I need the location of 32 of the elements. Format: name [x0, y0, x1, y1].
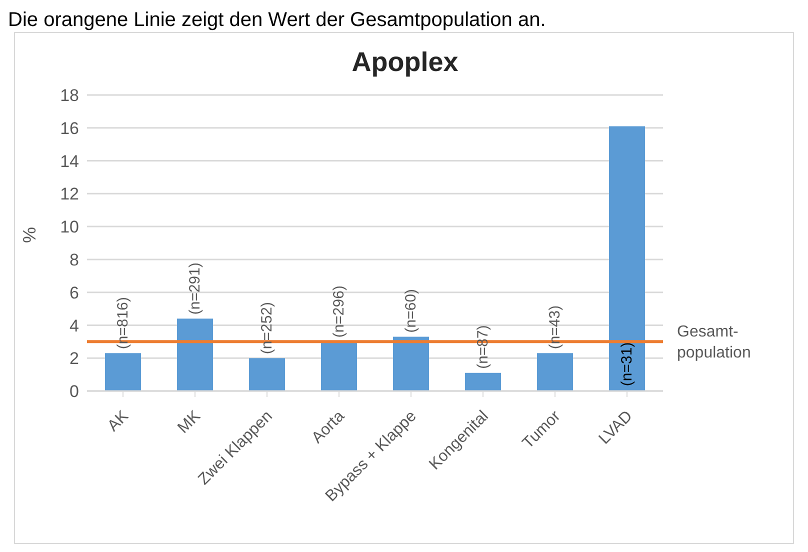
y-axis-title: % [19, 226, 40, 243]
annotation: (n=43) [546, 305, 564, 350]
y-tick-label: 2 [70, 349, 79, 368]
y-tick-label: 4 [70, 316, 79, 336]
annotation: (n=252) [258, 302, 276, 354]
y-tick-label: 6 [70, 283, 79, 302]
bar [177, 318, 213, 391]
annotation: (n=87) [474, 325, 492, 369]
annotation: (n=60) [402, 288, 420, 333]
bar [105, 353, 141, 391]
bar [393, 336, 429, 391]
bar [321, 342, 357, 391]
bar [249, 358, 285, 391]
annotation: (n=31) [618, 342, 636, 386]
annotation: (n=816) [114, 297, 132, 350]
y-tick-label: 8 [70, 250, 79, 270]
y-tick-label: 14 [60, 152, 79, 171]
bar [609, 126, 645, 391]
bar [465, 372, 501, 391]
ref-line-label: Gesamt-population [677, 323, 751, 362]
y-tick-label: 0 [70, 382, 79, 402]
x-tick-label: AK [104, 408, 132, 435]
y-tick-label: 12 [60, 184, 79, 204]
chart-title: Apoplex [350, 47, 460, 78]
annotation: (n=291) [186, 262, 204, 315]
x-tick-label: MK [174, 408, 204, 437]
bar [537, 353, 573, 391]
y-tick-label: 10 [60, 218, 79, 237]
text: Die orangene Linie zeigt den Wert der Gesamtpopulation an. [8, 8, 547, 32]
y-tick-label: 16 [60, 118, 79, 138]
annotation: (n=296) [330, 286, 348, 338]
y-tick-label: 18 [60, 86, 79, 106]
